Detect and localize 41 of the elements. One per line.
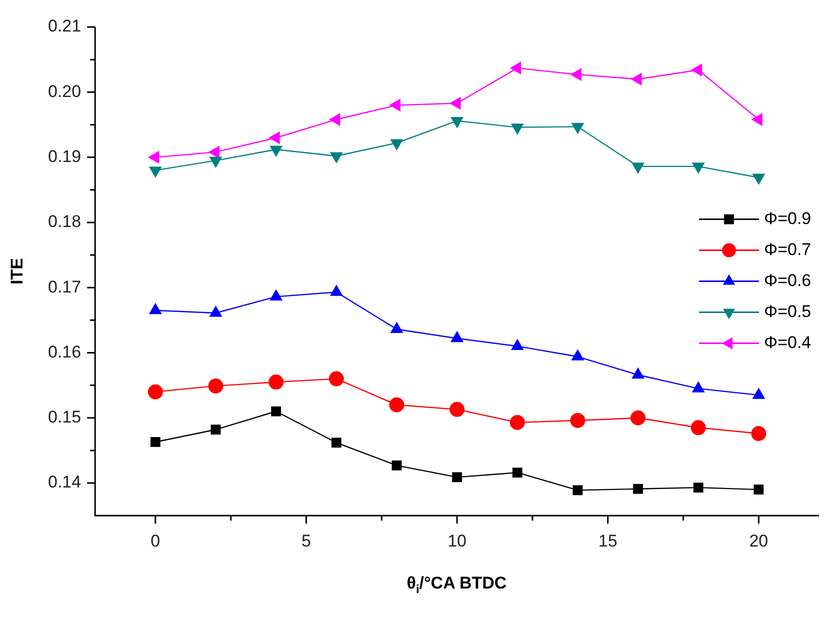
point [630, 410, 646, 426]
point [510, 414, 525, 430]
x-tick-label: 5 [301, 531, 311, 550]
y-axis-title: ITE [8, 258, 27, 285]
x-tick-label: 15 [598, 531, 618, 550]
point [148, 384, 163, 400]
point [208, 378, 224, 394]
point [271, 406, 282, 416]
legend-label: Φ=0.9 [764, 208, 812, 228]
y-tick-label: 0.17 [48, 277, 82, 296]
legend-label: Φ=0.4 [764, 332, 812, 352]
point [754, 484, 764, 494]
y-tick-label: 0.14 [48, 472, 82, 492]
point [392, 460, 402, 470]
point [331, 438, 342, 448]
point [693, 482, 704, 493]
point [268, 374, 284, 390]
point [751, 426, 766, 442]
y-tick-label: 0.18 [48, 212, 82, 232]
y-tick-label: 0.21 [48, 16, 82, 36]
point [150, 437, 160, 447]
point [450, 402, 465, 417]
point [572, 485, 583, 496]
point [210, 424, 221, 435]
point [389, 397, 404, 412]
x-tick-label: 10 [448, 531, 467, 550]
y-tick-label: 0.16 [48, 342, 82, 362]
legend-label: Φ=0.6 [764, 270, 812, 290]
point [633, 484, 643, 494]
point [452, 472, 462, 482]
y-tick-label: 0.15 [48, 408, 82, 427]
point [328, 371, 344, 386]
point [570, 412, 586, 428]
y-tick-label: 0.20 [48, 82, 82, 101]
x-tick-label: 0 [150, 531, 160, 550]
point [512, 468, 522, 478]
y-tick-label: 0.19 [48, 146, 82, 166]
legend-label: Φ=0.5 [764, 302, 812, 321]
x-tick-label: 20 [749, 531, 768, 550]
legend-label: Φ=0.7 [764, 240, 812, 259]
point [690, 420, 706, 436]
